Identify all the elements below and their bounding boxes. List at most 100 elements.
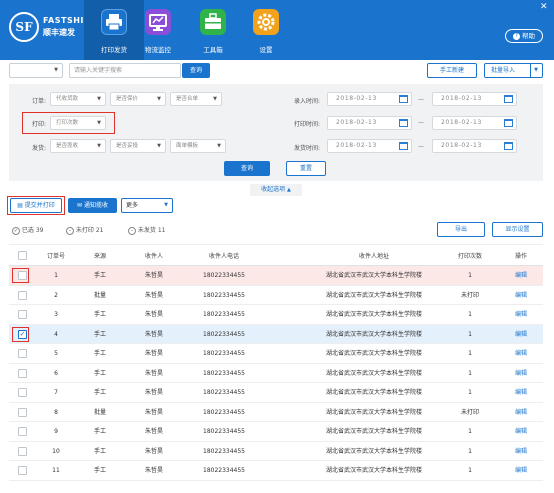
search-query-button[interactable]: 查询 <box>182 63 210 78</box>
batch-import-button[interactable]: 批量导入 ▼ <box>484 63 543 78</box>
mail-icon: ✉ <box>77 202 83 209</box>
phone-cell: 18022334455 <box>203 408 245 416</box>
row-checkbox[interactable]: ✓ <box>18 329 27 339</box>
table-row[interactable]: 10 手工 朱哲昊 18022334455 湖北省武汉市武汉大学本科生学院楼 1 编辑 <box>9 442 543 461</box>
edit-link[interactable]: 编辑 <box>514 408 527 416</box>
delivered-select[interactable]: 是否妥投 ▼ <box>110 139 166 153</box>
search-type-select[interactable]: ▼ <box>9 63 63 78</box>
filter-query-button[interactable]: 查询 <box>224 161 270 176</box>
table-row[interactable]: 6 手工 朱哲昊 18022334455 湖北省武汉市武汉大学本科生学院楼 1 编辑 <box>9 364 543 383</box>
row-checkbox[interactable] <box>18 271 27 280</box>
display-settings-button[interactable]: 显示设置 <box>492 222 543 237</box>
brand-name-cn: 顺丰速发 <box>43 28 75 37</box>
entry-time-start[interactable]: 2018-02-13 <box>327 92 412 106</box>
nav-logistics-monitor[interactable]: 物流监控 <box>128 0 188 60</box>
order-filter-label: 订单: <box>32 98 47 105</box>
print-time-label: 打印时间: <box>294 121 321 128</box>
col-actions: 操作 <box>514 253 527 260</box>
pickup-select-value: 是否揽收 <box>56 143 79 149</box>
print-time-start[interactable]: 2018-02-13 <box>327 116 412 130</box>
submit-and-print-button[interactable]: ▤ 提交并打印 <box>10 198 62 213</box>
nav-print-ship[interactable]: 打印发货 <box>84 0 144 60</box>
edit-link[interactable]: 编辑 <box>514 428 527 435</box>
edit-link[interactable]: 编辑 <box>514 369 527 377</box>
table-row[interactable]: 9 手工 朱哲昊 18022334455 湖北省武汉市武汉大学本科生学院楼 1 编辑 <box>9 422 543 442</box>
row-checkbox[interactable] <box>18 368 27 378</box>
print-count-select[interactable]: 打印次数 ▼ <box>50 116 106 130</box>
collapse-options-toggle[interactable]: 收起选项 ▲ <box>250 184 302 196</box>
search-input[interactable]: 请输入关键字搜索 <box>69 63 181 78</box>
chevron-down-icon: ▼ <box>97 96 101 102</box>
row-checkbox[interactable] <box>18 290 27 300</box>
table-row[interactable]: 11 手工 朱哲昊 18022334455 湖北省武汉市武汉大学本科生学院楼 1 编辑 <box>9 461 543 481</box>
range-dash: — <box>418 119 424 126</box>
date-value: 2018-02-13 <box>336 142 377 149</box>
print-count-cell: 1 <box>468 311 472 318</box>
ship-time-start[interactable]: 2018-02-13 <box>327 139 412 153</box>
select-all-checkbox[interactable] <box>18 251 27 260</box>
edit-link[interactable]: 编辑 <box>514 350 527 357</box>
table-row[interactable]: 7 手工 朱哲昊 18022334455 湖北省武汉市武汉大学本科生学院楼 1 编辑 <box>9 383 543 403</box>
row-checkbox[interactable] <box>18 446 27 456</box>
row-checkbox[interactable] <box>18 466 27 475</box>
row-checkbox[interactable] <box>18 310 27 319</box>
print-count-cell: 1 <box>468 389 472 396</box>
collapse-options-label: 收起选项 <box>261 186 286 193</box>
edit-link[interactable]: 编辑 <box>514 272 527 279</box>
print-time-end[interactable]: 2018-02-13 <box>432 116 517 130</box>
unprinted-count[interactable]: – 未打印 21 <box>66 225 103 235</box>
nav-toolbox[interactable]: 工具箱 <box>183 0 243 60</box>
col-recipient-address: 收件人地址 <box>358 253 389 260</box>
table-row[interactable]: 5 手工 朱哲昊 18022334455 湖北省武汉市武汉大学本科生学院楼 1 编辑 <box>9 344 543 364</box>
table-row[interactable]: 1 手工 朱哲昊 18022334455 湖北省武汉市武汉大学本科生学院楼 1 编辑 <box>9 266 543 286</box>
export-button[interactable]: 导出 <box>437 222 485 237</box>
source-cell: 手工 <box>93 272 106 279</box>
cod-select-value: 代收货款 <box>56 96 79 102</box>
row-checkbox[interactable] <box>18 388 27 397</box>
edit-link[interactable]: 编辑 <box>514 291 527 299</box>
ship-time-end[interactable]: 2018-02-13 <box>432 139 517 153</box>
row-checkbox[interactable] <box>18 349 27 358</box>
notify-pickup-button[interactable]: ✉ 通知揽收 <box>68 198 117 213</box>
calendar-icon <box>504 95 513 103</box>
edit-link[interactable]: 编辑 <box>514 330 527 338</box>
phone-cell: 18022334455 <box>203 291 245 299</box>
nav-settings[interactable]: 设置 <box>236 0 296 60</box>
table-row[interactable]: ✓ 4 手工 朱哲昊 18022334455 湖北省武汉市武汉大学本科生学院楼 1 编辑 <box>9 324 543 344</box>
row-checkbox[interactable] <box>18 427 27 436</box>
edit-link[interactable]: 编辑 <box>514 467 527 474</box>
insured-select[interactable]: 是否保价 ▼ <box>110 92 166 106</box>
table-row[interactable]: 8 批量 朱哲昊 18022334455 湖北省武汉市武汉大学本科生学院楼 未打印 编辑 <box>9 403 543 422</box>
submit-print-label: 提交并打印 <box>24 202 55 209</box>
edit-link[interactable]: 编辑 <box>514 311 527 318</box>
source-cell: 批量 <box>93 408 106 416</box>
order-id-cell: 1 <box>54 272 58 279</box>
chevron-down-icon: ▼ <box>213 96 217 102</box>
table-row[interactable]: 2 批量 朱哲昊 18022334455 湖北省武汉市武汉大学本科生学院楼 未打印 编辑 <box>9 286 543 305</box>
chevron-down-icon: ▼ <box>164 202 168 208</box>
chevron-down-icon: ▼ <box>157 143 161 149</box>
filter-reset-button[interactable]: 重置 <box>286 161 326 176</box>
close-icon[interactable]: ✕ <box>540 2 548 12</box>
edit-link[interactable]: 编辑 <box>514 447 527 455</box>
unshipped-count[interactable]: – 未发货 11 <box>128 225 165 235</box>
minus-circle-icon: – <box>128 227 136 235</box>
cod-select[interactable]: 代收货款 ▼ <box>50 92 106 106</box>
selected-count[interactable]: ✓ 已选 39 <box>12 225 43 235</box>
nav-label: 打印发货 <box>101 46 127 54</box>
calendar-icon <box>399 95 408 103</box>
manual-new-button[interactable]: 手工新建 <box>427 63 477 78</box>
help-button[interactable]: ? 帮助 <box>505 29 543 43</box>
address-cell: 湖北省武汉市武汉大学本科生学院楼 <box>325 330 422 338</box>
table-row[interactable]: 3 手工 朱哲昊 18022334455 湖北省武汉市武汉大学本科生学院楼 1 编辑 <box>9 305 543 325</box>
entry-time-end[interactable]: 2018-02-13 <box>432 92 517 106</box>
phone-cell: 18022334455 <box>203 350 245 357</box>
waybill-template-select[interactable]: 面单模板 ▼ <box>170 139 226 153</box>
edit-link[interactable]: 编辑 <box>514 389 527 396</box>
nav-label: 设置 <box>259 46 273 54</box>
print-filter-label: 打印: <box>32 121 47 128</box>
row-checkbox[interactable] <box>18 407 27 417</box>
more-select[interactable]: 更多 ▼ <box>121 198 173 213</box>
pickup-select[interactable]: 是否揽收 ▼ <box>50 139 106 153</box>
merged-select[interactable]: 是否合单 ▼ <box>170 92 222 106</box>
